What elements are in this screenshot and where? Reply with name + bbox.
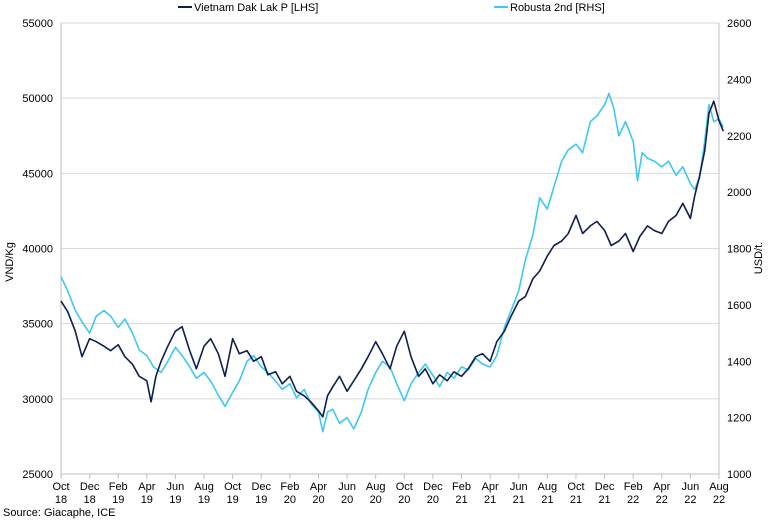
- x-tick-label-month: Feb: [624, 481, 643, 493]
- y-left-tick-label: 30000: [22, 394, 53, 406]
- y-axis-left-title: VND/Kg: [4, 242, 16, 282]
- y-left-tick-label: 40000: [22, 244, 53, 256]
- y-right-tick-label: 2400: [727, 74, 751, 86]
- x-tick-label-month: Oct: [396, 481, 413, 493]
- x-tick-label-month: Dec: [251, 481, 271, 493]
- gridlines: [61, 22, 719, 400]
- legend-label-dak-lak: Vietnam Dak Lak P [LHS]: [194, 2, 318, 14]
- x-tick-label-year: 21: [598, 494, 610, 506]
- x-tick-label-year: 20: [427, 494, 439, 506]
- x-tick-label-year: 21: [541, 494, 553, 506]
- x-tick-label-month: Aug: [194, 481, 214, 493]
- y-right-tick-label: 1400: [727, 356, 751, 368]
- x-tick-label-year: 19: [141, 494, 153, 506]
- x-tick-label-year: 21: [484, 494, 496, 506]
- y-right-tick-label: 1800: [727, 244, 751, 256]
- y-left-tick-label: 55000: [22, 18, 53, 30]
- x-tick-label-year: 20: [341, 494, 353, 506]
- x-tick-label-month: Oct: [224, 481, 241, 493]
- legend-label-robusta: Robusta 2nd [RHS]: [510, 2, 605, 14]
- x-tick-label-year: 21: [455, 494, 467, 506]
- y-right-tick-label: 2000: [727, 187, 751, 199]
- source-note: Source: Giacaphe, ICE: [3, 507, 116, 519]
- x-tick-label-year: 22: [656, 494, 668, 506]
- series-line-robusta: [60, 92, 725, 433]
- x-tick-label-month: Aug: [538, 481, 558, 493]
- x-tick-label-month: Apr: [653, 481, 670, 493]
- x-tick-label-month: Aug: [366, 481, 386, 493]
- series-line-dak-lak: [60, 100, 725, 418]
- y-left-tick-label: 50000: [22, 93, 53, 105]
- y-right-tick-label: 1600: [727, 300, 751, 312]
- x-tick-label-year: 19: [112, 494, 124, 506]
- x-tick-label-month: Apr: [138, 481, 155, 493]
- x-tick-label-month: Oct: [52, 481, 69, 493]
- x-tick-label-year: 19: [169, 494, 181, 506]
- axes: 25000 30000 35000 40000 45000 50000 55000 1000 1…: [22, 18, 751, 506]
- x-tick-label-year: 19: [227, 494, 239, 506]
- x-tick-label-month: Apr: [310, 481, 327, 493]
- x-tick-label-year: 20: [312, 494, 324, 506]
- x-tick-label-month: Feb: [280, 481, 299, 493]
- y-axis-right-title: USD/t.: [753, 242, 765, 274]
- x-tick-label-year: 20: [370, 494, 382, 506]
- x-tick-label-month: Jun: [682, 481, 700, 493]
- x-tick-label-month: Apr: [482, 481, 499, 493]
- y-right-tick-label: 1000: [727, 469, 751, 481]
- x-tick-label-year: 21: [513, 494, 525, 506]
- y-right-tick-label: 1200: [727, 413, 751, 425]
- x-tick-label-month: Feb: [452, 481, 471, 493]
- x-tick-label-year: 19: [198, 494, 210, 506]
- y-left-tick-label: 35000: [22, 319, 53, 331]
- x-tick-label-month: Jun: [338, 481, 356, 493]
- x-tick-label-year: 22: [627, 494, 639, 506]
- legend: Vietnam Dak Lak P [LHS] Robusta 2nd [RHS…: [178, 2, 605, 14]
- x-tick-label-month: Jun: [167, 481, 185, 493]
- x-tick-label-year: 19: [255, 494, 267, 506]
- x-tick-label-year: 18: [55, 494, 67, 506]
- y-left-tick-label: 25000: [22, 469, 53, 481]
- y-right-tick-label: 2600: [727, 18, 751, 30]
- x-tick-label-year: 20: [284, 494, 296, 506]
- x-tick-label-year: 21: [570, 494, 582, 506]
- x-tick-label-year: 22: [713, 494, 725, 506]
- x-tick-label-month: Dec: [595, 481, 615, 493]
- x-tick-label-month: Feb: [109, 481, 128, 493]
- x-tick-label-month: Aug: [709, 481, 729, 493]
- x-tick-label-year: 22: [684, 494, 696, 506]
- y-right-tick-label: 2200: [727, 131, 751, 143]
- x-tick-label-month: Dec: [80, 481, 100, 493]
- x-tick-label-year: 20: [398, 494, 410, 506]
- x-tick-label-month: Dec: [423, 481, 443, 493]
- x-tick-label-month: Oct: [567, 481, 584, 493]
- y-left-tick-label: 45000: [22, 168, 53, 180]
- x-tick-label-year: 18: [83, 494, 95, 506]
- series-layer: [60, 92, 725, 433]
- x-tick-label-month: Jun: [510, 481, 528, 493]
